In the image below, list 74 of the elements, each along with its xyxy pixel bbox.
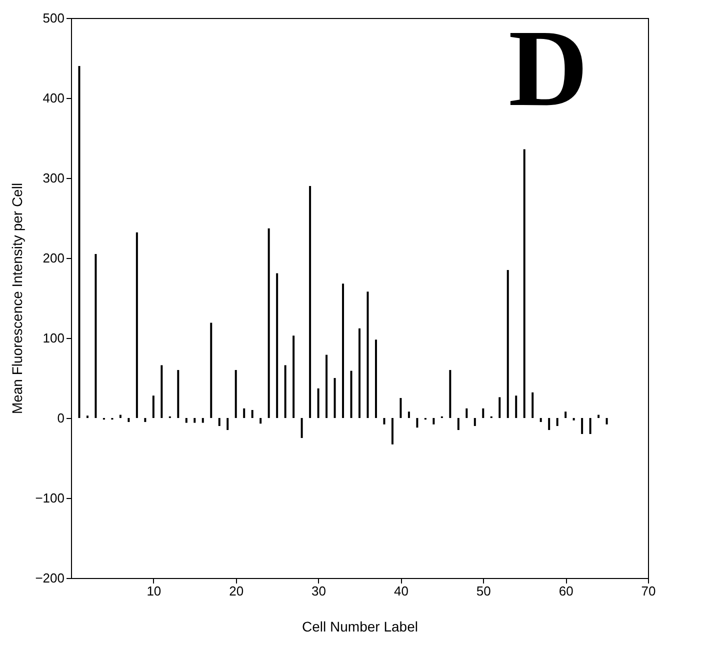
bar bbox=[160, 365, 163, 418]
y-tick-label: −100 bbox=[35, 490, 64, 506]
bar bbox=[350, 370, 352, 418]
bar bbox=[449, 370, 452, 418]
bar bbox=[523, 149, 526, 418]
bar bbox=[284, 365, 286, 418]
bar bbox=[300, 418, 303, 438]
x-tick-label: 50 bbox=[476, 584, 491, 598]
bar bbox=[119, 414, 122, 418]
bar bbox=[326, 354, 328, 418]
y-tick-label: 300 bbox=[42, 170, 64, 186]
bar bbox=[144, 418, 146, 422]
bar bbox=[474, 418, 476, 426]
bar bbox=[606, 418, 608, 424]
bar bbox=[416, 418, 418, 428]
bar bbox=[556, 418, 558, 426]
y-tick-label: 500 bbox=[42, 10, 64, 26]
bar bbox=[515, 396, 518, 418]
bar bbox=[548, 418, 550, 430]
bar bbox=[243, 408, 246, 418]
bar bbox=[210, 322, 212, 418]
bar bbox=[194, 418, 196, 423]
y-tick-label: 200 bbox=[42, 250, 64, 266]
x-tick-label: 10 bbox=[146, 584, 162, 598]
bar bbox=[506, 270, 509, 418]
bar bbox=[317, 388, 320, 418]
bar bbox=[564, 412, 567, 418]
bar bbox=[498, 397, 501, 418]
bar bbox=[540, 418, 542, 422]
bar bbox=[457, 418, 460, 430]
bar bbox=[94, 254, 97, 418]
bar bbox=[581, 418, 584, 434]
y-tick-label: 0 bbox=[57, 410, 64, 426]
y-tick-label: 100 bbox=[42, 330, 64, 346]
bar bbox=[598, 414, 600, 418]
bar bbox=[226, 418, 229, 430]
bar bbox=[466, 408, 468, 418]
bar bbox=[334, 378, 336, 418]
bar bbox=[532, 392, 534, 418]
x-tick-label: 40 bbox=[394, 584, 408, 598]
bar bbox=[260, 418, 262, 424]
bar bbox=[177, 370, 180, 418]
x-axis-title: Cell Number Label bbox=[302, 618, 418, 634]
bar bbox=[276, 273, 278, 418]
bar bbox=[366, 292, 369, 418]
bar bbox=[482, 408, 484, 418]
x-tick-label: 60 bbox=[558, 584, 574, 598]
y-tick-label: 400 bbox=[42, 90, 64, 106]
bar bbox=[408, 412, 410, 418]
bar bbox=[374, 340, 377, 418]
bar bbox=[251, 410, 254, 418]
y-axis-title: Mean Fluorescence Intensity per Cell bbox=[9, 182, 26, 414]
bar bbox=[309, 186, 312, 418]
bar bbox=[589, 418, 592, 434]
bar bbox=[391, 418, 394, 444]
x-tick-label: 30 bbox=[312, 584, 326, 598]
bar bbox=[400, 398, 402, 418]
bar bbox=[383, 418, 386, 424]
bar bbox=[342, 284, 344, 418]
bar bbox=[268, 228, 270, 418]
bar bbox=[218, 418, 220, 426]
bar bbox=[358, 328, 360, 418]
x-tick-label: 70 bbox=[641, 584, 656, 598]
annotation: D bbox=[508, 7, 588, 129]
bar bbox=[136, 232, 138, 418]
bar bbox=[202, 418, 204, 423]
bar bbox=[185, 418, 188, 423]
bar bbox=[432, 418, 435, 424]
bar bbox=[152, 396, 154, 418]
bar bbox=[292, 336, 295, 418]
bar bbox=[234, 370, 237, 418]
x-tick-label: 20 bbox=[229, 584, 244, 598]
y-tick-label: −200 bbox=[35, 570, 64, 586]
bar bbox=[78, 66, 80, 418]
